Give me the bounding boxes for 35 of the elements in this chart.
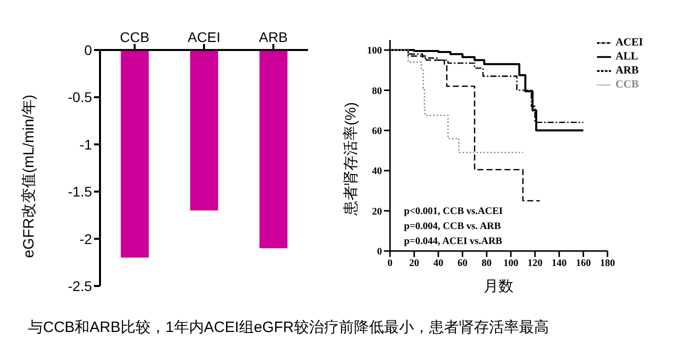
y-tick-label: 40	[372, 166, 382, 178]
x-tick-label: ACEI	[188, 29, 220, 45]
y-tick-label: 60	[372, 126, 382, 137]
x-tick-label: 20	[409, 258, 420, 270]
y-axis-title: eGFR改变值(mL/min/年)	[20, 94, 38, 258]
x-tick-label: 0	[388, 258, 392, 270]
y-tick-label: 100	[367, 46, 382, 57]
y-tick-label: 20	[372, 206, 382, 218]
y-tick-label: -2.5	[68, 278, 92, 294]
y-tick-label: -1	[80, 136, 92, 152]
x-tick-label: 80	[482, 258, 492, 270]
y-tick-label: 80	[372, 86, 382, 97]
text: 与CCB和ARB比较，1年内ACEI组eGFR较治疗前降低最小，患者肾存活率最高	[28, 318, 550, 337]
y-tick-label: -2	[80, 230, 92, 247]
legend-label: ALL	[615, 50, 638, 63]
x-tick-label: 160	[576, 258, 591, 270]
x-tick-label: 100	[503, 258, 518, 270]
annotation: p=0.044, ACEI vs.ARB	[404, 236, 502, 247]
x-tick-label: 120	[527, 258, 542, 270]
x-axis-title: 月数	[484, 278, 514, 295]
x-tick-label: 60	[457, 258, 468, 270]
legend-label: CCB	[615, 78, 639, 91]
y-tick-label: 0	[84, 42, 92, 58]
y-tick-label: 0	[377, 246, 382, 258]
x-tick-label: 40	[433, 258, 444, 270]
annotation: p<0.001, CCB vs.ACEI	[404, 206, 503, 217]
x-tick-label: 180	[600, 258, 615, 270]
y-tick-label: -1.5	[68, 184, 92, 200]
y-axis-title: 患者肾存活率(%)	[342, 102, 360, 216]
y-tick-label: -0.5	[68, 89, 92, 106]
x-tick-label: ARB	[258, 29, 288, 45]
x-tick-label: CCB	[120, 29, 150, 45]
x-tick-label: 140	[552, 258, 567, 270]
legend-label: ARB	[615, 64, 639, 77]
annotation: p=0.004, CCB vs. ARB	[404, 221, 501, 232]
